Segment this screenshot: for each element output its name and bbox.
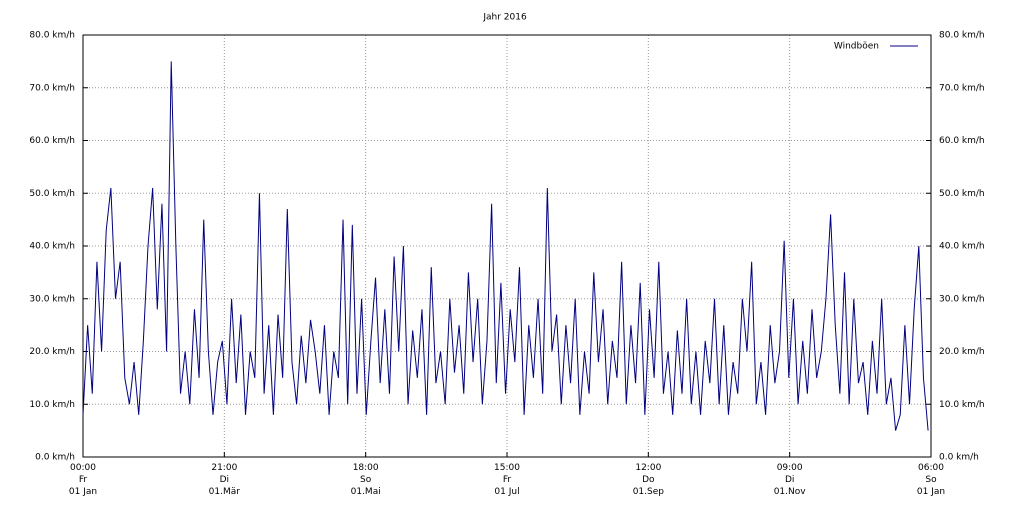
- y2-tick-label: 80.0 km/h: [939, 31, 985, 41]
- y-tick-label: 70.0 km/h: [29, 83, 75, 93]
- x-tick-label: 21:00 Di 01.Mär: [208, 463, 240, 497]
- x-tick-label: 18:00 So 01.Mai: [350, 463, 381, 497]
- x-tick-label: 09:00 Di 01.Nov: [773, 463, 806, 497]
- y2-tick-label: 50.0 km/h: [939, 189, 985, 199]
- y2-tick-label: 40.0 km/h: [939, 242, 985, 252]
- x-tick-label: 15:00 Fr 01 Jul: [494, 463, 520, 497]
- y-tick-label: 80.0 km/h: [29, 31, 75, 41]
- y-tick-label: 10.0 km/h: [29, 400, 75, 410]
- y-tick-label: 0.0 km/h: [35, 453, 75, 463]
- y2-tick-label: 60.0 km/h: [939, 136, 985, 146]
- x-tick-label: 00:00 Fr 01 Jan: [68, 463, 98, 497]
- y2-tick-label: 30.0 km/h: [939, 294, 985, 304]
- plot-frame: [82, 34, 932, 458]
- x-tick-label: 12:00 Do 01.Sep: [632, 463, 664, 497]
- y2-tick-label: 70.0 km/h: [939, 83, 985, 93]
- chart-title: Jahr 2016: [482, 13, 527, 23]
- y2-tick-label: 0.0 km/h: [939, 453, 979, 463]
- x-tick-label: 06:00 So 01 Jan: [916, 463, 946, 497]
- y-tick-label: 20.0 km/h: [29, 347, 75, 357]
- y-tick-label: 60.0 km/h: [29, 136, 75, 146]
- y2-tick-label: 20.0 km/h: [939, 347, 985, 357]
- y2-tick-label: 10.0 km/h: [939, 400, 985, 410]
- y-tick-label: 50.0 km/h: [29, 189, 75, 199]
- y-tick-label: 30.0 km/h: [29, 294, 75, 304]
- legend-label: Windböen: [834, 42, 879, 52]
- y-tick-label: 40.0 km/h: [29, 242, 75, 252]
- line: [82, 61, 929, 431]
